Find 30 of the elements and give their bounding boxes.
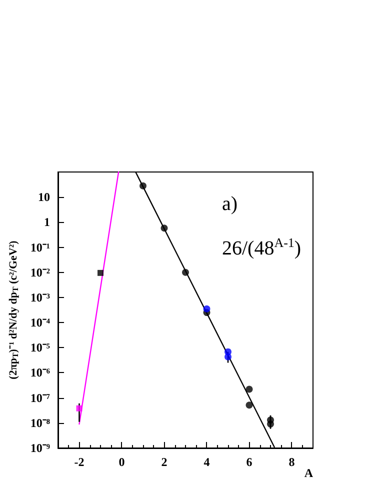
x-tick-label: -2 bbox=[74, 455, 84, 469]
y-axis-title: (2πpT)⁻¹ d²N/dy dpT (c²/GeV²) bbox=[8, 240, 20, 380]
x-tick-label: 8 bbox=[288, 455, 295, 469]
y-tick-label: 10⁻⁴ bbox=[30, 316, 50, 330]
point bbox=[267, 420, 274, 428]
point bbox=[98, 270, 104, 276]
y-tick-label: 10⁻⁶ bbox=[30, 366, 50, 380]
point bbox=[76, 405, 82, 412]
y-tick-label: 10⁻² bbox=[30, 265, 50, 280]
x-tick-label: 4 bbox=[204, 455, 210, 469]
y-tick-label: 1 bbox=[44, 215, 50, 230]
annotation: a) bbox=[222, 193, 238, 215]
x-axis-title: A bbox=[304, 466, 314, 480]
y-tick-label: 10⁻¹ bbox=[30, 240, 50, 254]
y-tick-label: 10⁻⁷ bbox=[30, 390, 50, 405]
y-tick-label: 10 bbox=[38, 190, 50, 204]
y-tick-label: 10⁻⁵ bbox=[30, 340, 50, 355]
y-tick-label: 10⁻⁸ bbox=[30, 416, 50, 430]
y-tick-label: 10⁻⁹ bbox=[30, 441, 50, 455]
y-tick-label: 10⁻³ bbox=[30, 290, 50, 304]
x-tick-label: 6 bbox=[246, 455, 252, 469]
point bbox=[140, 182, 146, 190]
point bbox=[182, 268, 189, 276]
point bbox=[203, 305, 210, 312]
point bbox=[246, 402, 253, 409]
x-tick-label: 0 bbox=[118, 455, 125, 469]
point bbox=[246, 386, 253, 393]
x-tick-label: 2 bbox=[161, 455, 168, 469]
point bbox=[224, 353, 232, 360]
point bbox=[160, 224, 168, 232]
